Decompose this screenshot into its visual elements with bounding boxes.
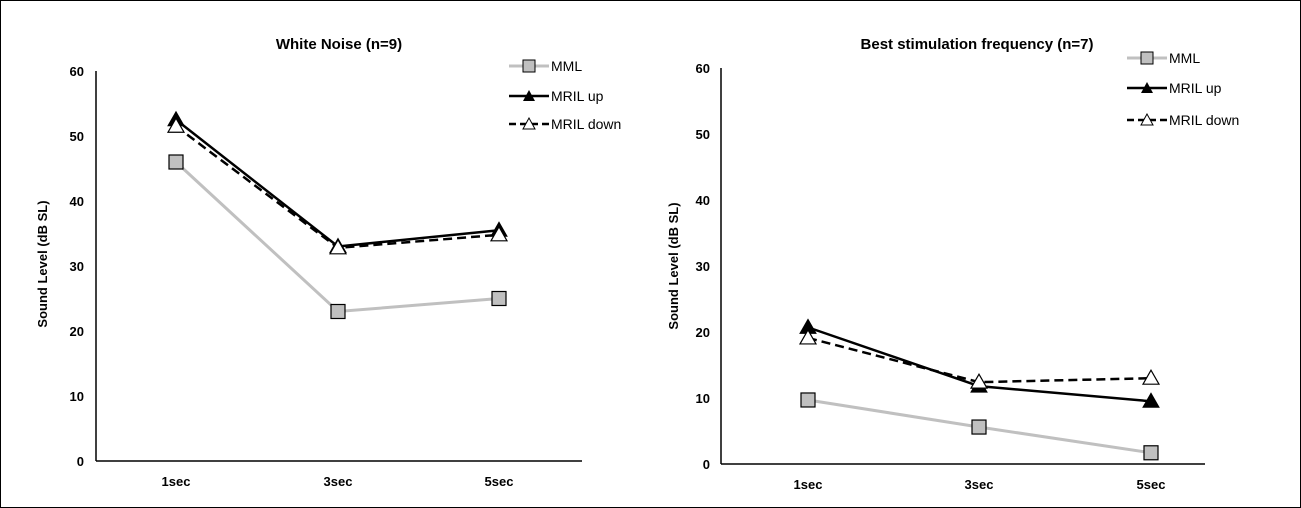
y-tick-label: 20 (70, 324, 84, 339)
data-point-mml (491, 290, 507, 307)
y-tick-label: 50 (696, 127, 710, 142)
x-tick-label: 3sec (965, 477, 994, 492)
y-tick-label: 20 (696, 325, 710, 340)
legend-label: MRIL up (1169, 80, 1222, 96)
legend-label: MRIL down (1169, 112, 1239, 128)
data-point-mml (1143, 445, 1159, 461)
legend: MML MRIL up MRIL down (509, 58, 621, 132)
data-point-mril-up (1142, 392, 1160, 408)
legend-item: MRIL up (509, 88, 604, 104)
x-tick-labels: 1sec 3sec 5sec (794, 477, 1166, 492)
legend-item: MML (509, 58, 582, 74)
x-tick-label: 5sec (485, 474, 514, 489)
x-tick-label: 1sec (162, 474, 191, 489)
chart-title: White Noise (n=9) (276, 36, 402, 53)
data-point-mml (971, 419, 987, 435)
legend-label: MML (551, 58, 582, 74)
legend-marker (1140, 51, 1154, 65)
legend-label: MRIL down (551, 116, 621, 132)
y-tick-labels: 0 10 20 30 40 50 60 (696, 61, 710, 472)
y-axis-label: Sound Level (dB SL) (666, 202, 681, 329)
legend-marker (522, 116, 536, 130)
y-tick-label: 10 (70, 389, 84, 404)
y-tick-label: 40 (696, 193, 710, 208)
chart-white-noise: White Noise (n=9) Sound Level (dB SL) 0 1… (35, 36, 621, 489)
legend-label: MRIL up (551, 88, 604, 104)
legend-label: MML (1169, 50, 1200, 66)
y-tick-label: 60 (696, 61, 710, 76)
y-tick-label: 60 (70, 64, 84, 79)
chart-best-stimulation: Best stimulation frequency (n=7) Sound L… (666, 36, 1239, 492)
y-tick-label: 30 (696, 259, 710, 274)
legend-item: MRIL down (509, 116, 621, 132)
data-point-mml (800, 392, 816, 408)
legend-marker (523, 90, 535, 101)
y-tick-label: 0 (77, 454, 84, 469)
y-tick-labels: 0 10 20 30 40 50 60 (70, 64, 84, 469)
y-tick-label: 10 (696, 391, 710, 406)
data-point-mril-down (798, 328, 818, 345)
series-line-mml (174, 160, 500, 314)
data-point-mril-down (969, 372, 989, 389)
x-tick-labels: 1sec 3sec 5sec (162, 474, 514, 489)
series-group (798, 318, 1161, 461)
y-tick-label: 40 (70, 194, 84, 209)
x-tick-label: 1sec (794, 477, 823, 492)
y-axis-label: Sound Level (dB SL) (35, 200, 50, 327)
series-line-mril-up (175, 118, 500, 248)
data-point-mml (168, 154, 184, 170)
legend-item: MRIL up (1127, 80, 1222, 96)
series-group (166, 110, 509, 320)
legend-marker (1141, 82, 1153, 93)
chart-title: Best stimulation frequency (n=7) (861, 36, 1094, 53)
series-line-mril-down (175, 125, 500, 250)
x-tick-label: 5sec (1137, 477, 1166, 492)
legend: MML MRIL up MRIL down (1127, 50, 1239, 128)
data-point-mml (330, 303, 346, 320)
legend-item: MRIL down (1127, 112, 1239, 128)
y-tick-label: 0 (703, 457, 710, 472)
legend-marker (522, 59, 536, 73)
data-point-mril-down (489, 225, 509, 242)
data-point-mril-down (328, 238, 348, 255)
legend-item: MML (1127, 50, 1200, 66)
legend-marker (1140, 112, 1154, 126)
data-point-mril-down (1141, 368, 1161, 385)
x-tick-label: 3sec (324, 474, 353, 489)
y-tick-label: 30 (70, 259, 84, 274)
data-point-mril-down (166, 117, 186, 133)
y-tick-label: 50 (70, 129, 84, 144)
